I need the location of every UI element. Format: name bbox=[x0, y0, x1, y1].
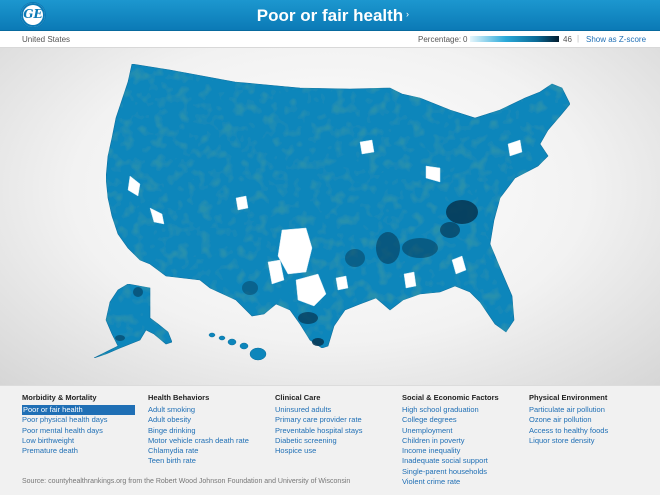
menu-item-violent-crime-rate[interactable]: Violent crime rate bbox=[402, 477, 461, 487]
menu-item-poor-or-fair-health[interactable]: Poor or fair health bbox=[22, 405, 135, 416]
menu-item-poor-physical-health-days[interactable]: Poor physical health days bbox=[22, 415, 108, 425]
chevron-right-icon[interactable]: › bbox=[406, 9, 409, 19]
menu-item-primary-care-provider-rate[interactable]: Primary care provider rate bbox=[275, 415, 362, 425]
ge-logo[interactable]: GE bbox=[21, 3, 45, 27]
menu-item-inadequate-social-support[interactable]: Inadequate social support bbox=[402, 456, 488, 466]
us-county-map[interactable] bbox=[0, 48, 660, 385]
menu-item-chlamydia-rate[interactable]: Chlamydia rate bbox=[148, 446, 199, 456]
high-rate-clusters bbox=[115, 200, 478, 346]
menu-item-binge-drinking[interactable]: Binge drinking bbox=[148, 425, 196, 435]
menu-item-college-degrees[interactable]: College degrees bbox=[402, 415, 457, 425]
menu-column-3: Clinical Care Uninsured adults Primary car… bbox=[275, 393, 363, 456]
menu-item-preventable-hospital-stays[interactable]: Preventable hospital stays bbox=[275, 425, 363, 435]
logo-text: GE bbox=[23, 7, 43, 21]
menu-item-motor-vehicle-crash-death-rate[interactable]: Motor vehicle crash death rate bbox=[148, 435, 249, 445]
menu-item-ozone-air-pollution[interactable]: Ozone air pollution bbox=[529, 415, 592, 425]
menu-heading: Physical Environment bbox=[529, 393, 608, 402]
menu-item-high-school-graduation[interactable]: High school graduation bbox=[402, 405, 479, 414]
source-note: Source: countyhealthrankings.org from th… bbox=[22, 478, 351, 485]
menu-item-unemployment[interactable]: Unemployment bbox=[402, 425, 453, 435]
subheader-bar: United States Percentage: 0 46 | Show as… bbox=[0, 31, 660, 48]
low-rate-patches bbox=[127, 139, 523, 307]
choropleth-map[interactable] bbox=[0, 48, 660, 385]
menu-heading: Social & Economic Factors bbox=[402, 393, 499, 402]
menu-item-uninsured-adults[interactable]: Uninsured adults bbox=[275, 405, 332, 414]
page-title[interactable]: Poor or fair health bbox=[256, 6, 404, 25]
legend-min-value: 0 bbox=[463, 35, 468, 44]
metric-menu-panel: Morbidity & Mortality Poor or fair health… bbox=[0, 385, 660, 495]
menu-item-liquor-store-density[interactable]: Liquor store density bbox=[529, 435, 595, 445]
menu-item-teen-birth-rate[interactable]: Teen birth rate bbox=[148, 456, 196, 466]
contiguous-us-shape[interactable] bbox=[105, 63, 571, 349]
menu-item-access-to-healthy-foods[interactable]: Access to healthy foods bbox=[529, 425, 609, 435]
menu-column-1: Morbidity & Mortality Poor or fair health… bbox=[22, 393, 135, 456]
menu-item-adult-obesity[interactable]: Adult obesity bbox=[148, 415, 191, 425]
header-bar: GE Poor or fair health › bbox=[0, 0, 660, 31]
menu-column-2: Health Behaviors Adult smoking Adult obesi… bbox=[148, 393, 249, 467]
menu-item-premature-death[interactable]: Premature death bbox=[22, 446, 78, 456]
menu-item-income-inequality[interactable]: Income inequality bbox=[402, 446, 461, 456]
region-label: United States bbox=[22, 35, 71, 44]
menu-item-single-parent-households[interactable]: Single-parent households bbox=[402, 466, 488, 476]
menu-column-4: Social & Economic Factors High school gra… bbox=[402, 393, 499, 487]
percentage-label: Percentage: bbox=[418, 35, 462, 44]
menu-item-particulate-air-pollution[interactable]: Particulate air pollution bbox=[529, 405, 605, 414]
menu-heading: Health Behaviors bbox=[148, 393, 210, 402]
alaska-shape[interactable] bbox=[93, 283, 173, 359]
menu-column-5: Physical Environment Particulate air poll… bbox=[529, 393, 608, 446]
separator: | bbox=[577, 34, 580, 43]
menu-item-low-birthweight[interactable]: Low birthweight bbox=[22, 435, 75, 445]
menu-item-diabetic-screening[interactable]: Diabetic screening bbox=[275, 435, 337, 445]
menu-item-children-in-poverty[interactable]: Children in poverty bbox=[402, 435, 465, 445]
menu-item-poor-mental-health-days[interactable]: Poor mental health days bbox=[22, 425, 103, 435]
hawaii-shape[interactable] bbox=[208, 332, 267, 361]
menu-heading: Morbidity & Mortality bbox=[22, 393, 97, 402]
menu-item-adult-smoking[interactable]: Adult smoking bbox=[148, 405, 196, 414]
menu-heading: Clinical Care bbox=[275, 393, 321, 402]
color-legend-ramp bbox=[470, 36, 559, 42]
legend-max-value: 46 bbox=[563, 35, 572, 44]
zscore-toggle-link[interactable]: Show as Z-score bbox=[586, 35, 647, 44]
menu-item-hospice-use[interactable]: Hospice use bbox=[275, 446, 317, 456]
